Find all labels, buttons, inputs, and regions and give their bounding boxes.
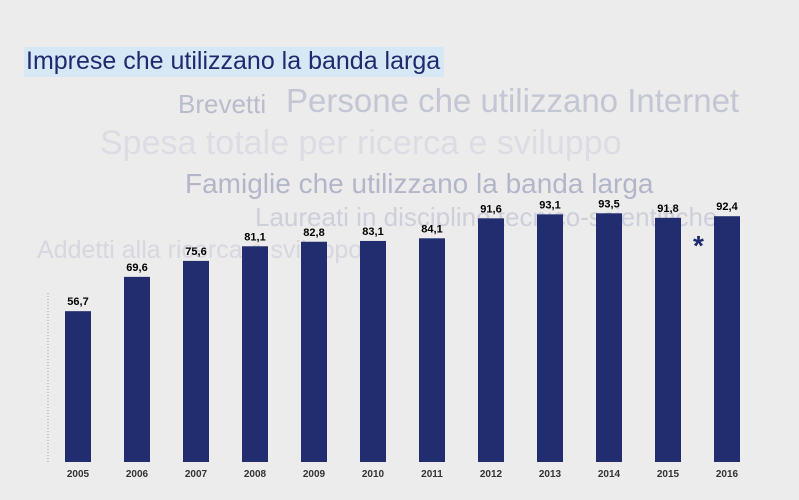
value-label-2016: 92,4 [716,201,738,213]
x-tick-2014: 2014 [598,469,621,480]
topic-persone-internet[interactable]: Persone che utilizzano Internet [286,82,740,119]
value-label-2011: 84,1 [421,223,442,235]
bar-2016 [714,216,740,462]
x-tick-2007: 2007 [185,469,208,480]
bar-2012 [478,218,504,462]
value-label-2007: 75,6 [185,246,206,258]
value-label-2006: 69,6 [126,262,147,274]
topic-imprese-banda-larga[interactable]: Imprese che utilizzano la banda larga [24,47,445,77]
x-tick-2006: 2006 [126,469,149,480]
bar-2005 [65,311,91,462]
x-tick-2016: 2016 [716,469,739,480]
value-label-2008: 81,1 [244,231,265,243]
value-label-2005: 56,7 [67,296,88,308]
bar-2014 [596,213,622,462]
topic-spesa-ricerca[interactable]: Spesa totale per ricerca e sviluppo [100,124,622,162]
x-tick-2009: 2009 [303,469,326,480]
bar-2009 [301,241,327,462]
value-label-2013: 93,1 [539,199,560,211]
x-tick-2005: 2005 [67,469,90,480]
bar-2008 [242,246,268,462]
bar-2006 [124,276,150,462]
bar-2015 [655,217,681,462]
topic-famiglie-banda-larga[interactable]: Famiglie che utilizzano la banda larga [185,168,654,199]
value-label-2012: 91,6 [480,203,501,215]
bar-2007 [183,260,209,462]
topic-brevetti[interactable]: Brevetti [178,89,267,119]
value-label-2009: 82,8 [303,227,324,239]
value-label-2015: 91,8 [657,203,678,215]
x-tick-2011: 2011 [421,469,443,480]
x-tick-2013: 2013 [539,469,562,480]
value-label-2014: 93,5 [598,198,619,210]
x-tick-2015: 2015 [657,469,680,480]
bar-2010 [360,240,386,462]
asterisk-marker: * [693,230,704,261]
value-label-2010: 83,1 [362,226,383,238]
x-tick-2012: 2012 [480,469,503,480]
bar-2013 [537,214,563,462]
bar-2011 [419,238,445,462]
x-tick-2010: 2010 [362,469,385,480]
x-tick-2008: 2008 [244,469,267,480]
